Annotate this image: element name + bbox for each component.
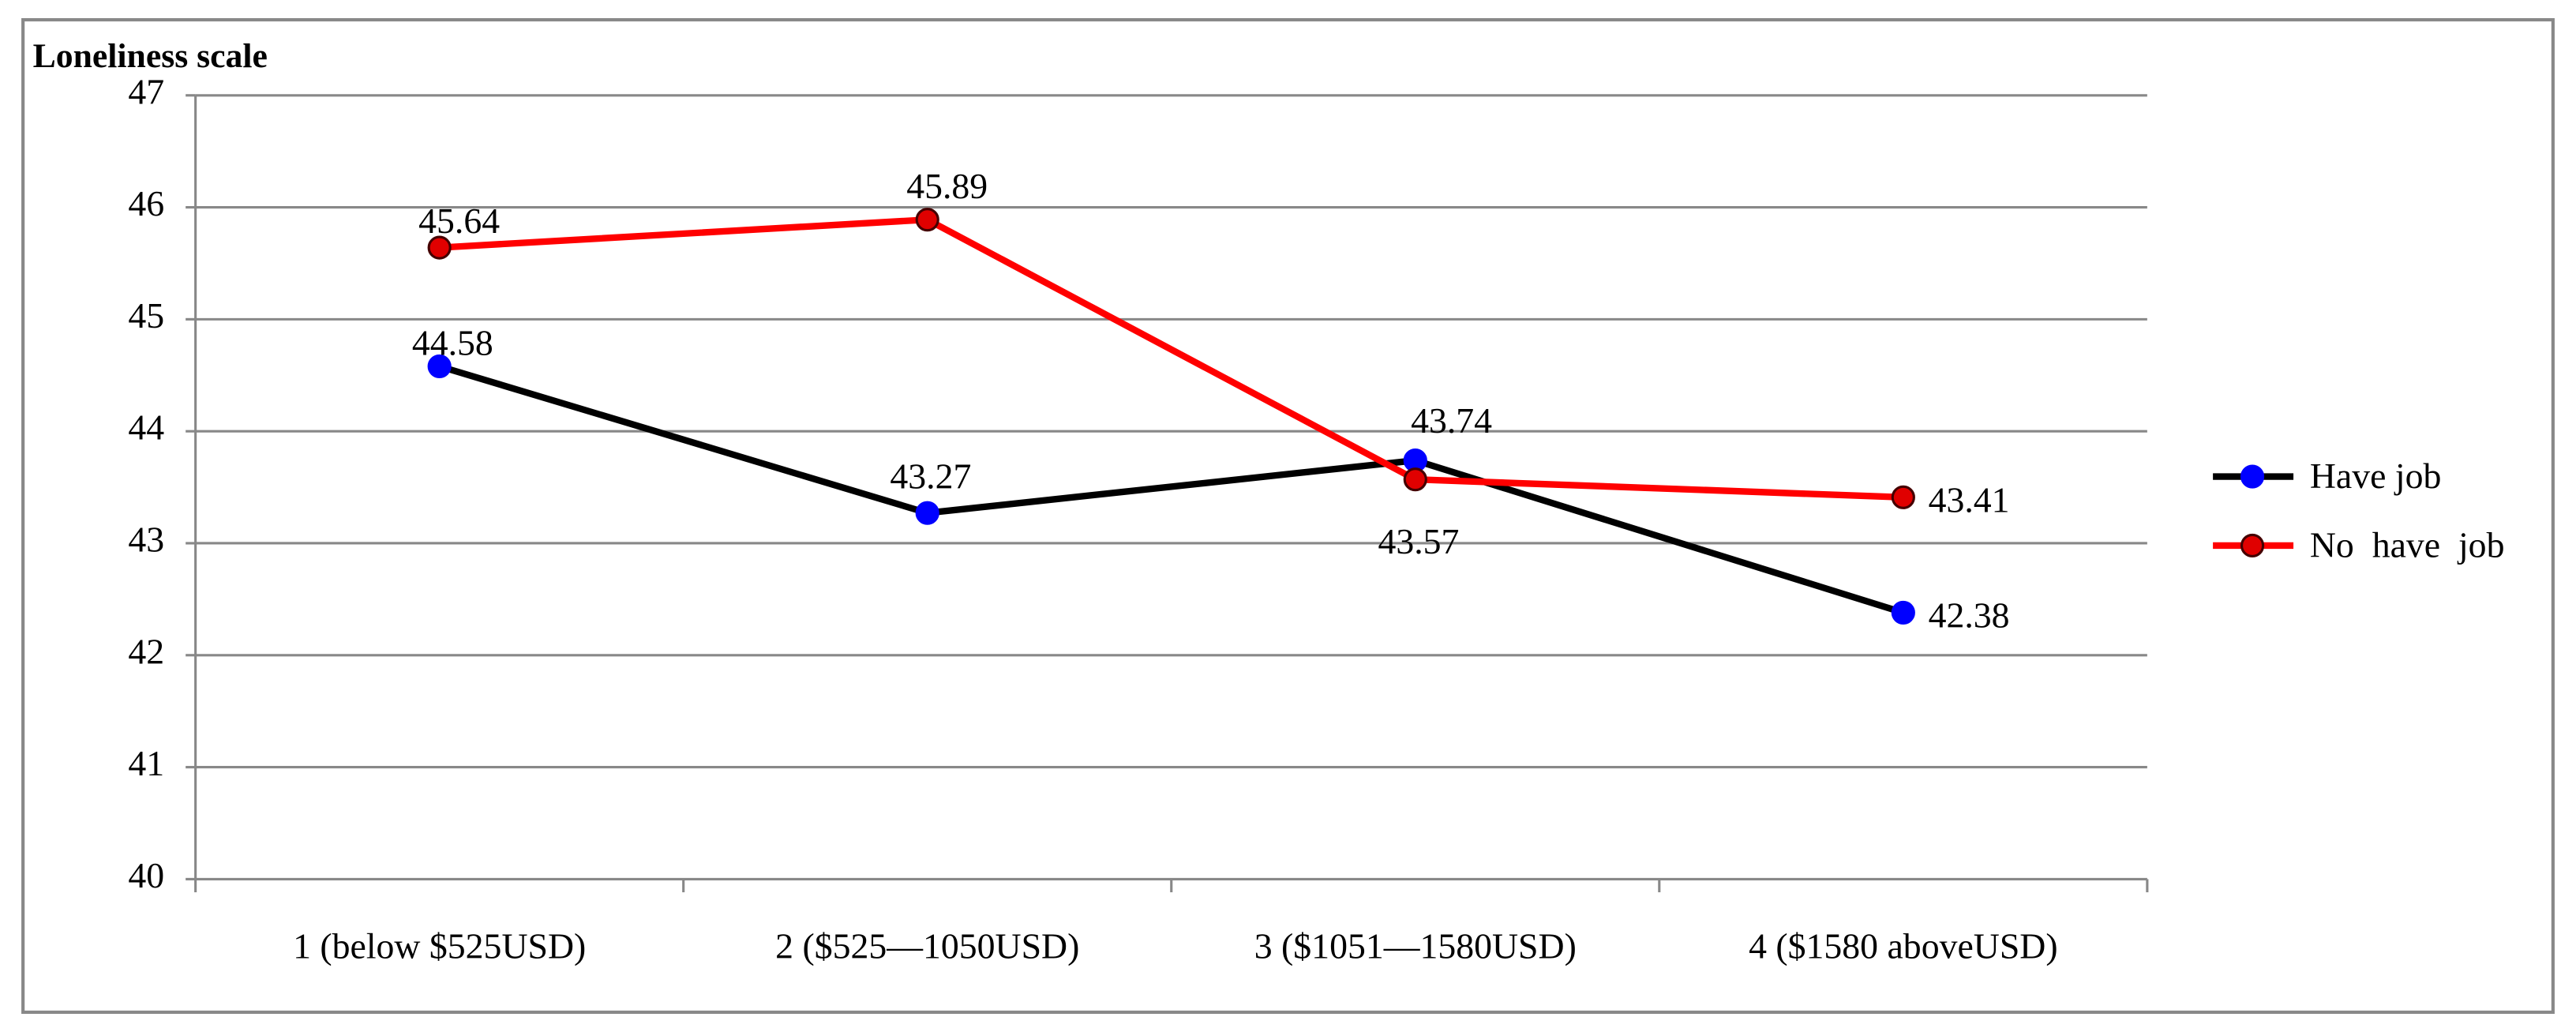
y-axis-title: Loneliness scale — [33, 37, 268, 75]
data-label: 43.41 — [1929, 480, 2010, 520]
y-tick-label: 47 — [128, 71, 164, 111]
y-tick-label: 45 — [128, 295, 164, 336]
data-label: 45.64 — [418, 201, 500, 241]
x-tick-label: 1 (below $525USD) — [293, 925, 586, 966]
data-point — [1891, 600, 1915, 625]
data-point — [427, 354, 452, 379]
x-tick-label: 2 ($525—1050USD) — [775, 925, 1079, 966]
y-tick-label: 42 — [128, 631, 164, 671]
data-point — [915, 208, 939, 232]
legend-marker — [2240, 464, 2265, 489]
y-tick-label: 44 — [128, 407, 164, 448]
chart-border — [21, 17, 2555, 1015]
data-label: 42.38 — [1929, 595, 2010, 636]
data-label: 43.27 — [890, 456, 971, 497]
data-label: 44.58 — [412, 322, 493, 362]
series-line — [439, 216, 1903, 501]
y-tick-label: 40 — [128, 855, 164, 895]
data-point — [1403, 467, 1427, 492]
y-tick-label: 41 — [128, 743, 164, 783]
data-point — [915, 501, 939, 525]
y-tick-label: 43 — [128, 519, 164, 559]
x-tick-label: 4 ($1580 aboveUSD) — [1749, 925, 2057, 966]
series-line — [438, 362, 1905, 616]
y-tick-label: 46 — [128, 183, 164, 223]
data-label: 45.89 — [906, 166, 988, 206]
data-label: 43.74 — [1411, 400, 1492, 441]
data-point — [1891, 485, 1915, 509]
legend-label: No have job — [2310, 525, 2505, 565]
x-tick-label: 3 ($1051—1580USD) — [1254, 925, 1577, 966]
legend-marker — [2240, 533, 2265, 558]
data-point — [427, 235, 452, 260]
data-label: 43.57 — [1378, 521, 1459, 561]
legend-label: Have job — [2310, 456, 2441, 496]
